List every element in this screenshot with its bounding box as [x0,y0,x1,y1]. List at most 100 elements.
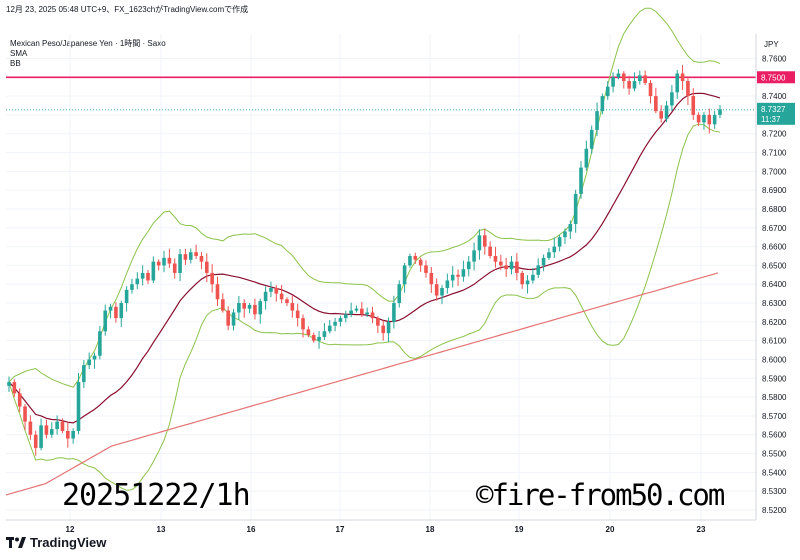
candle-body [515,261,519,273]
candle-body [654,96,658,112]
candle-body [376,318,380,326]
candle-body [44,425,49,435]
candle-body [87,359,91,366]
candle-body [482,235,487,247]
x-tick-label: 13 [157,525,166,534]
candle-body [638,75,642,82]
candle-body [253,304,257,315]
candle-body [279,293,284,300]
candle-body [563,231,567,238]
candle-body [648,82,653,97]
y-tick-label: 8.5700 [762,412,787,421]
candle-body [327,325,332,332]
sma-line [5,272,719,496]
candle-body [349,310,353,315]
candle-body [301,318,305,330]
candle-body [130,284,134,290]
candle-body [718,109,722,115]
candle-body [7,382,11,386]
candle-body [242,303,247,309]
candle-body [686,81,690,97]
candle-body [493,256,498,262]
x-tick-label: 12 [66,525,75,534]
candle-body [488,246,492,257]
x-tick-label: 17 [336,525,345,534]
candle-body [445,280,450,288]
candle-body [17,393,22,407]
candle-body [611,77,615,87]
y-tick-label: 8.6000 [762,355,787,364]
candle-body [702,114,706,123]
candle-body [547,252,551,258]
candle-body [466,261,471,270]
candle-body [413,256,418,260]
bb-lower-band [8,123,721,491]
tradingview-brand[interactable]: TradingView [6,535,106,550]
price-axis: JPY8.76008.75008.74008.73008.72008.71008… [755,34,795,520]
candle-body [381,325,386,334]
candle-body [167,257,172,264]
indicator-bb-label[interactable]: BB [10,59,21,68]
candle-body [536,265,541,275]
candle-body [664,105,669,119]
candle-body [12,382,17,394]
handwritten-date: 20251222/1h [62,478,251,513]
time-axis: 12 13 16 17 18 19 20 23 [6,519,756,534]
candle-body [520,272,525,285]
candle-body [354,308,359,311]
candle-body [461,269,466,277]
candle-body [140,272,145,279]
candle-body [258,301,263,315]
candle-body [306,329,311,336]
candle-body [408,256,412,266]
candle-body [579,167,583,194]
y-tick-label: 8.6400 [762,280,787,289]
candle-body [696,114,701,123]
candle-body [632,81,637,89]
candle-body [108,306,113,311]
candle-body [605,86,610,97]
candle-body [675,73,680,93]
candle-body [124,289,129,304]
candle-body [98,331,102,356]
candle-body [274,287,279,294]
candle-body [573,193,578,225]
candle-body [360,308,364,315]
candle-body [82,365,86,383]
x-tick-label: 20 [606,525,615,534]
candle-body [397,284,402,304]
candle-body [670,92,674,106]
y-tick-label: 8.6600 [762,243,787,252]
y-tick-label: 8.7600 [762,54,787,63]
brand-name: TradingView [30,535,107,550]
candle-body [450,274,455,281]
y-tick-label: 8.5300 [762,487,787,496]
candle-body [23,406,27,422]
candle-body [285,299,289,304]
last-price-label: 8.7327 [761,105,786,114]
candle-body [49,429,54,435]
y-tick-label: 8.7000 [762,167,787,176]
bb-upper-band [8,7,721,388]
candle-body [370,312,375,319]
candle-body [119,303,124,319]
candle-body [317,336,321,341]
candle-body [504,265,508,270]
currency-label: JPY [764,40,779,49]
candle-body [557,237,562,247]
candle-body [600,96,605,112]
candle-body [584,148,589,168]
candle-body [509,261,514,270]
candle-body [338,318,343,322]
candle-body [531,274,535,281]
symbol-title[interactable]: Mexican Peso/Japanese Yen · 1時間 · Saxo [10,39,166,48]
candle-body [643,75,647,83]
indicator-sma-label[interactable]: SMA [10,49,28,58]
last-price-badge [757,102,795,125]
candle-body [204,261,209,273]
y-tick-label: 8.5200 [762,506,787,515]
candle-body [627,81,631,89]
candle-body [221,299,225,311]
candle-body [343,314,348,319]
